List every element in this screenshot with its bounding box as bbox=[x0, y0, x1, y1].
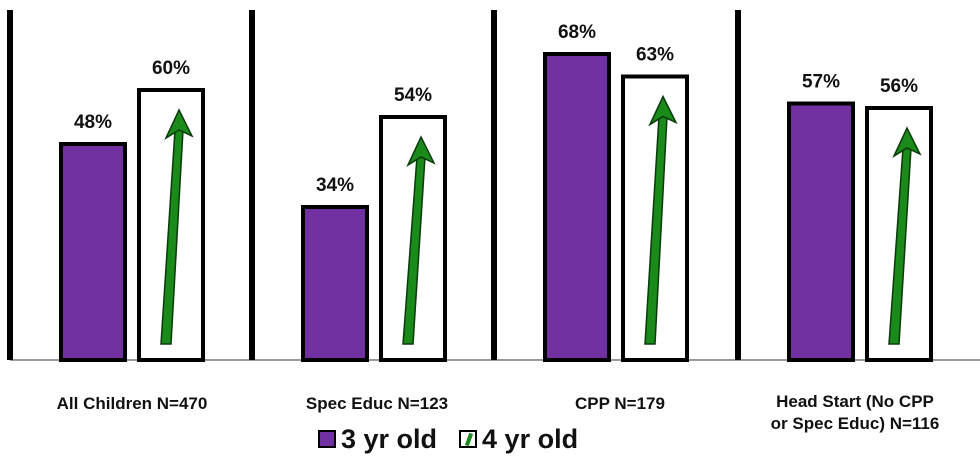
legend: 3 yr old 4 yr old bbox=[318, 422, 600, 456]
bar-3yr-1 bbox=[61, 144, 125, 360]
data-label-3yr-3: 68% bbox=[558, 22, 596, 43]
data-label-4yr-2: 54% bbox=[394, 85, 432, 106]
bar-3yr-4 bbox=[789, 104, 853, 361]
legend-item-3yr: 3 yr old bbox=[318, 424, 437, 455]
arrow-icon bbox=[465, 433, 473, 447]
category-label-4: Head Start (No CPP or Spec Educ) N=116 bbox=[730, 391, 980, 435]
data-label-4yr-4: 56% bbox=[880, 76, 918, 97]
bar-3yr-2 bbox=[303, 207, 367, 360]
legend-item-4yr: 4 yr old bbox=[459, 424, 578, 455]
legend-label-4yr: 4 yr old bbox=[482, 424, 578, 455]
category-label-3: CPP N=179 bbox=[495, 393, 745, 415]
data-label-4yr-1: 60% bbox=[152, 58, 190, 79]
legend-swatch-3yr bbox=[318, 430, 336, 448]
data-label-3yr-4: 57% bbox=[802, 72, 840, 93]
legend-swatch-4yr bbox=[459, 430, 477, 448]
bar-3yr-3 bbox=[545, 54, 609, 360]
legend-label-3yr: 3 yr old bbox=[341, 424, 437, 455]
data-label-4yr-3: 63% bbox=[636, 45, 674, 66]
category-label-2: Spec Educ N=123 bbox=[252, 393, 502, 415]
category-label-1: All Children N=470 bbox=[7, 393, 257, 415]
data-label-3yr-2: 34% bbox=[316, 175, 354, 196]
data-label-3yr-1: 48% bbox=[74, 112, 112, 133]
